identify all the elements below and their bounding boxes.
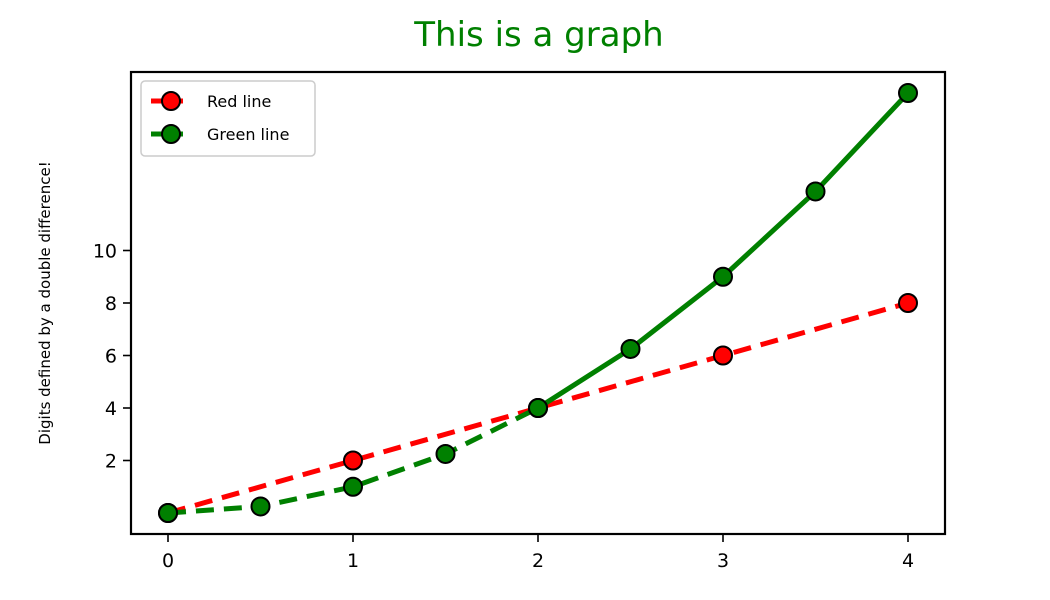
green-line-point [898,83,918,103]
y-tick-label: 10 [93,241,117,263]
green-line-dashed-path [167,405,540,516]
red-line-path [167,300,909,516]
x-tick-label: 0 [162,550,174,572]
legend-label: Red line [207,92,271,111]
x-tick-label: 1 [347,550,359,572]
y-tick-label: 4 [105,398,117,420]
green-line-point [250,496,271,517]
legend-marker [161,91,181,111]
legend-marker [161,124,181,144]
legend-label: Green line [207,125,289,144]
red-line-point [713,345,733,366]
y-axis-label: Digits defined by a double difference! [36,161,54,444]
green-line-point [528,398,548,418]
green-line-point [435,443,456,464]
y-tick-label: 2 [105,451,117,473]
chart-title: This is a graph [413,15,663,55]
legend: Red line Green line [140,80,316,157]
red-line-point [343,450,363,471]
x-tick-label: 4 [902,550,914,572]
green-line-point [343,476,363,497]
y-tick-label: 8 [105,293,117,315]
series-layer [158,83,918,523]
legend-box [140,80,316,157]
green-line-point [713,266,733,287]
y-tick-label: 6 [105,346,117,368]
red-line-point [898,293,918,313]
x-tick-label: 3 [717,550,729,572]
axis-ticks: 0 1 2 3 4 2 4 6 8 10 [93,241,914,573]
green-line-point [158,503,178,523]
green-line-point [620,338,641,359]
green-line-point [805,181,826,202]
x-tick-label: 2 [532,550,544,572]
